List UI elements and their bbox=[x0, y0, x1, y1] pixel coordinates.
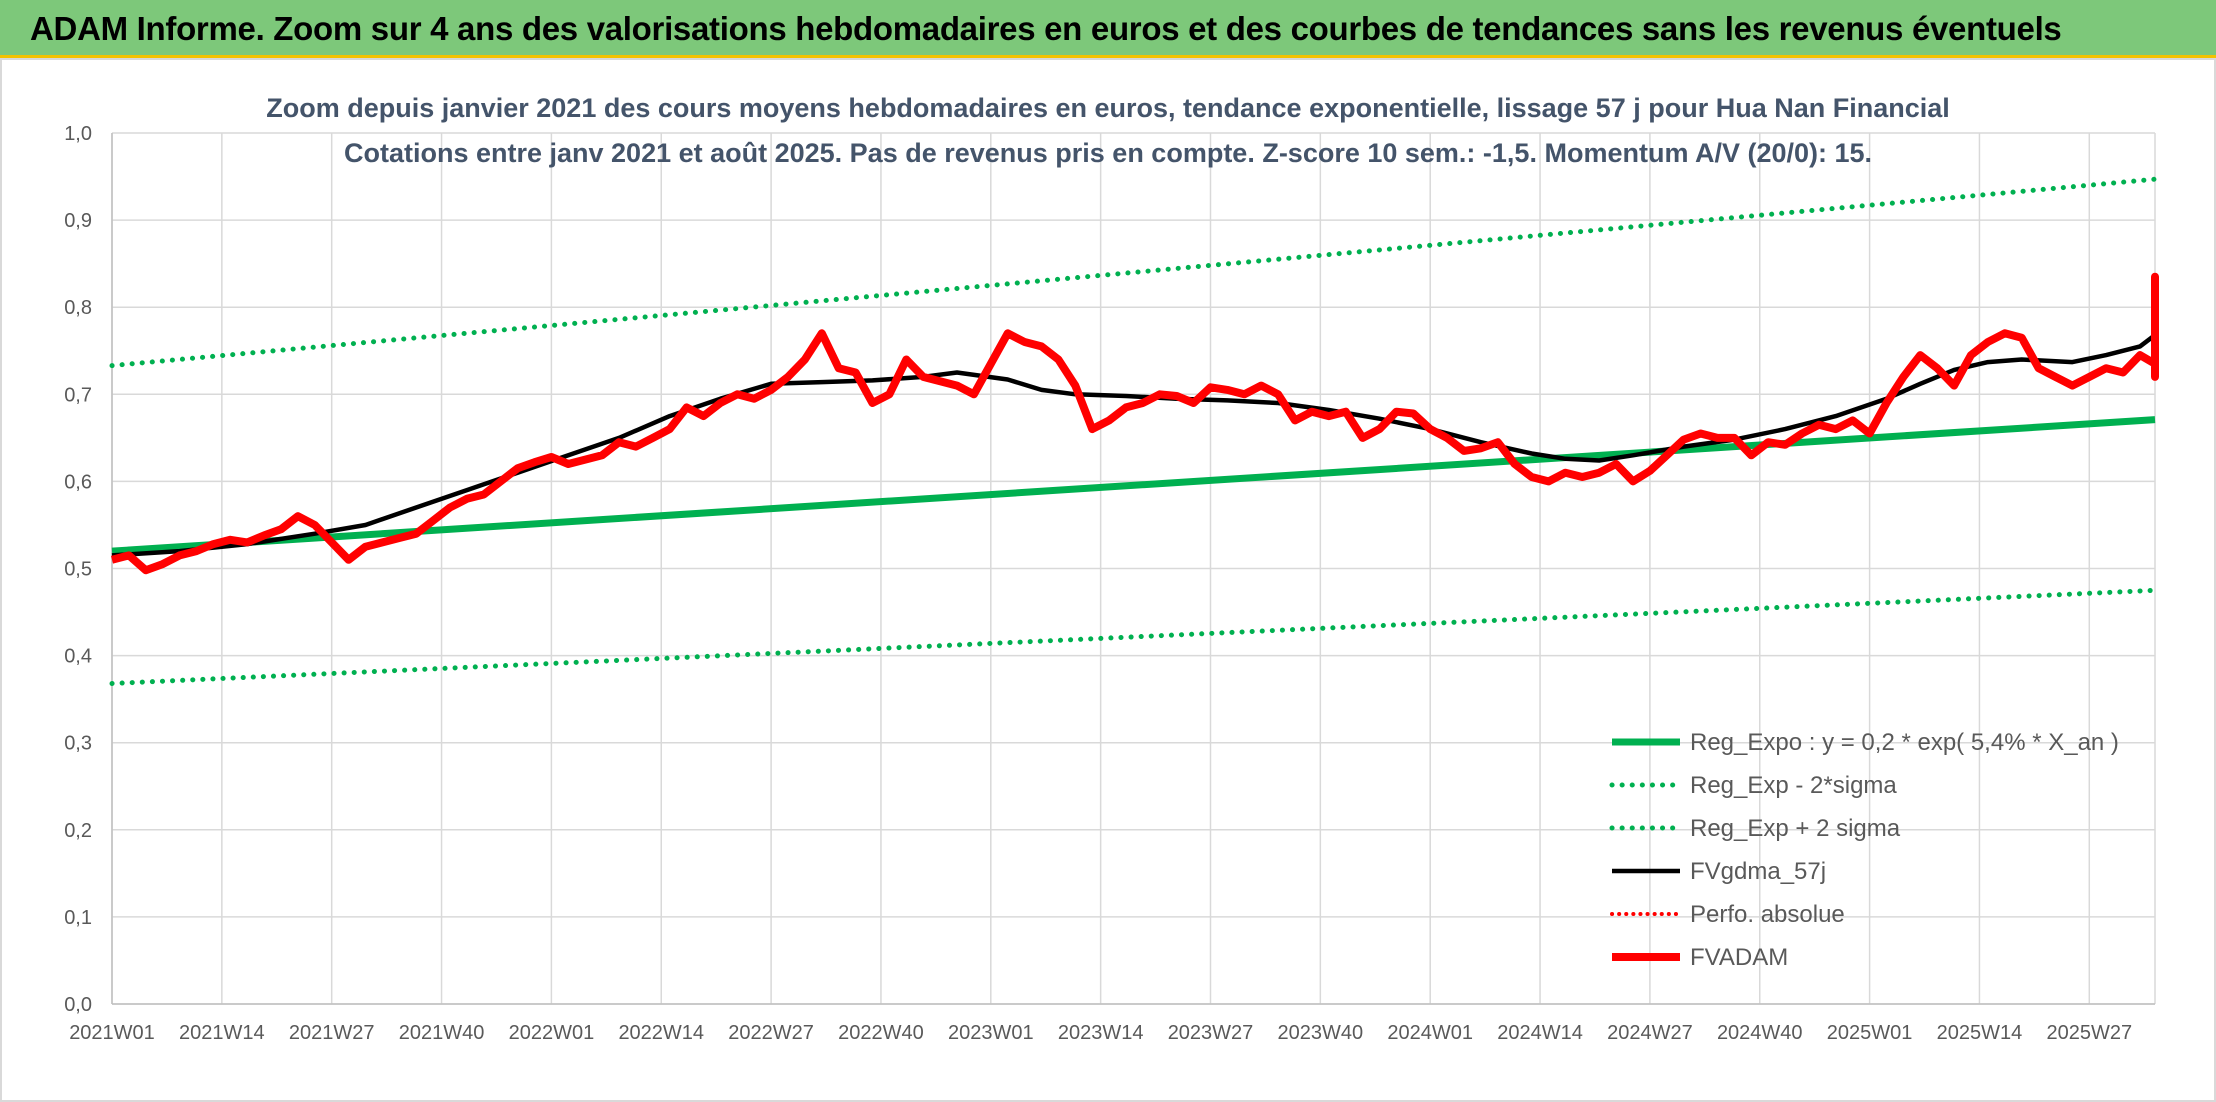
y-tick-label: 0,8 bbox=[64, 297, 92, 319]
x-tick-label: 2022W01 bbox=[509, 1022, 595, 1044]
series-line-5 bbox=[110, 272, 2159, 575]
report-banner: ADAM Informe. Zoom sur 4 ans des valoris… bbox=[0, 0, 2216, 58]
y-tick-label: 1,0 bbox=[64, 123, 92, 145]
series-line-1 bbox=[109, 587, 2158, 686]
y-tick-label: 0,7 bbox=[64, 384, 92, 406]
report-title: ADAM Informe. Zoom sur 4 ans des valoris… bbox=[30, 10, 2062, 47]
gridlines bbox=[111, 132, 2156, 1005]
x-tick-label: 2021W14 bbox=[179, 1022, 265, 1044]
x-tick-label: 2021W40 bbox=[399, 1022, 485, 1044]
y-tick-label: 0,0 bbox=[64, 994, 92, 1016]
x-tick-label: 2024W14 bbox=[1497, 1022, 1583, 1044]
legend-label: FVgdma_57j bbox=[1690, 858, 1826, 885]
x-tick-label: 2025W01 bbox=[1827, 1022, 1913, 1044]
legend-label: Reg_Expo : y = 0,2 * exp( 5,4% * X_an ) bbox=[1690, 729, 2119, 756]
y-tick-label: 0,6 bbox=[64, 471, 92, 493]
y-tick-label: 0,3 bbox=[64, 733, 92, 755]
x-tick-label: 2022W40 bbox=[838, 1022, 924, 1044]
x-tick-label: 2023W14 bbox=[1058, 1022, 1144, 1044]
x-tick-label: 2022W14 bbox=[618, 1022, 704, 1044]
x-tick-label: 2022W27 bbox=[728, 1022, 814, 1044]
legend-label: FVADAM bbox=[1690, 944, 1788, 971]
x-tick-label: 2024W40 bbox=[1717, 1022, 1803, 1044]
y-tick-label: 0,2 bbox=[64, 820, 92, 842]
axes: 0,0 0,1 0,2 0,3 0,4 0,5 0,6 0,7 0,8 0,9 1,0 2021W01… bbox=[64, 123, 2155, 1044]
legend-label: Perfo. absolue bbox=[1690, 901, 1845, 928]
series-line-3 bbox=[111, 304, 2158, 558]
chart-title-line-1: Zoom depuis janvier 2021 des cours moyen… bbox=[266, 93, 1950, 123]
x-tick-label: 2023W27 bbox=[1168, 1022, 1254, 1044]
y-tick-label: 0,5 bbox=[64, 559, 92, 581]
x-tick-label: 2024W01 bbox=[1387, 1022, 1473, 1044]
legend-label: Reg_Exp + 2 sigma bbox=[1690, 815, 1901, 842]
y-tick-label: 0,9 bbox=[64, 210, 92, 232]
series-line-0 bbox=[111, 416, 2156, 555]
series-line-2 bbox=[109, 176, 2158, 369]
x-tick-label: 2025W27 bbox=[2046, 1022, 2132, 1044]
legend: Reg_Expo : y = 0,2 * exp( 5,4% * X_an ) R… bbox=[1609, 729, 2119, 971]
y-tick-label: 0,4 bbox=[64, 646, 92, 668]
y-tick-label: 0,1 bbox=[64, 907, 92, 929]
legend-label: Reg_Exp - 2*sigma bbox=[1690, 772, 1897, 799]
x-tick-label: 2021W27 bbox=[289, 1022, 375, 1044]
chart-frame bbox=[0, 58, 2216, 1102]
x-tick-label: 2024W27 bbox=[1607, 1022, 1693, 1044]
x-tick-label: 2025W14 bbox=[1937, 1022, 2023, 1044]
x-tick-label: 2023W40 bbox=[1278, 1022, 1364, 1044]
x-tick-label: 2021W01 bbox=[69, 1022, 155, 1044]
chart-title-line-2: Cotations entre janv 2021 et août 2025. … bbox=[344, 138, 1872, 168]
x-tick-label: 2023W01 bbox=[948, 1022, 1034, 1044]
series-lines bbox=[109, 176, 2159, 686]
